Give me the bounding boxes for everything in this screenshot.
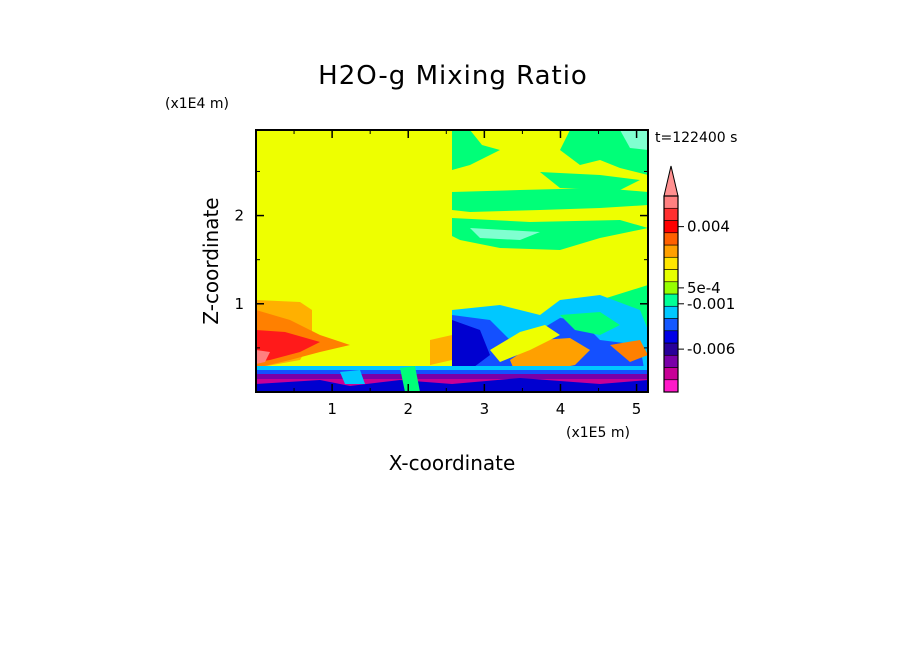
colorbar-swatch [663, 220, 679, 234]
colorbar-swatch [663, 318, 679, 332]
floor-bands [256, 366, 648, 392]
x-tick-label: 3 [480, 400, 490, 418]
colorbar-labels: 0.004 5e-4-0.001 -0.006 [678, 218, 735, 358]
colorbar-swatch [663, 207, 679, 221]
colorbar-swatch [663, 330, 679, 344]
chart-title: H2O-g Mixing Ratio [318, 61, 588, 91]
colorbar-frame [663, 195, 679, 393]
plot-area [256, 130, 648, 392]
colorbar-swatch [663, 379, 679, 393]
colorbar-swatch [663, 367, 679, 381]
colorbar-label: 0.004 [687, 218, 730, 236]
colorbar-swatch [663, 305, 679, 319]
left-warm-region [256, 300, 452, 368]
x-tick-label: 1 [327, 400, 337, 418]
y-axis-ticks: 12 [234, 170, 648, 349]
colorbar-extend-max [663, 165, 679, 197]
x-scale-label: (x1E5 m) [566, 425, 630, 441]
y-scale-label: (x1E4 m) [165, 96, 229, 112]
x-tick-label: 2 [403, 400, 413, 418]
colorbar-swatch [663, 195, 679, 209]
y-tick-label: 1 [234, 295, 244, 313]
colorbar-swatch [663, 354, 679, 368]
colorbar-swatch [663, 269, 679, 283]
colorbar-swatch [663, 293, 679, 307]
x-tick-label: 5 [632, 400, 642, 418]
x-axis-ticks: 1 2 3 4 5 [293, 130, 642, 418]
y-tick-label: 2 [234, 207, 244, 225]
colorbar-swatch [663, 281, 679, 295]
colorbar-label: -0.001 [687, 295, 735, 313]
cyan-streaks [470, 130, 648, 240]
colorbar-swatch [663, 244, 679, 258]
colorbar-swatch [663, 342, 679, 356]
plot-frame [255, 129, 649, 393]
time-label: t=122400 s [655, 130, 737, 146]
colorbar-label: 5e-4 [687, 279, 721, 297]
colorbar-swatch [663, 232, 679, 246]
y-axis-label: Z-coordinate [199, 197, 223, 324]
colorbar [663, 165, 679, 393]
colorbar-swatch [663, 256, 679, 270]
colorbar-label: -0.006 [687, 340, 735, 358]
x-tick-label: 4 [556, 400, 566, 418]
x-axis-label: X-coordinate [389, 451, 516, 475]
